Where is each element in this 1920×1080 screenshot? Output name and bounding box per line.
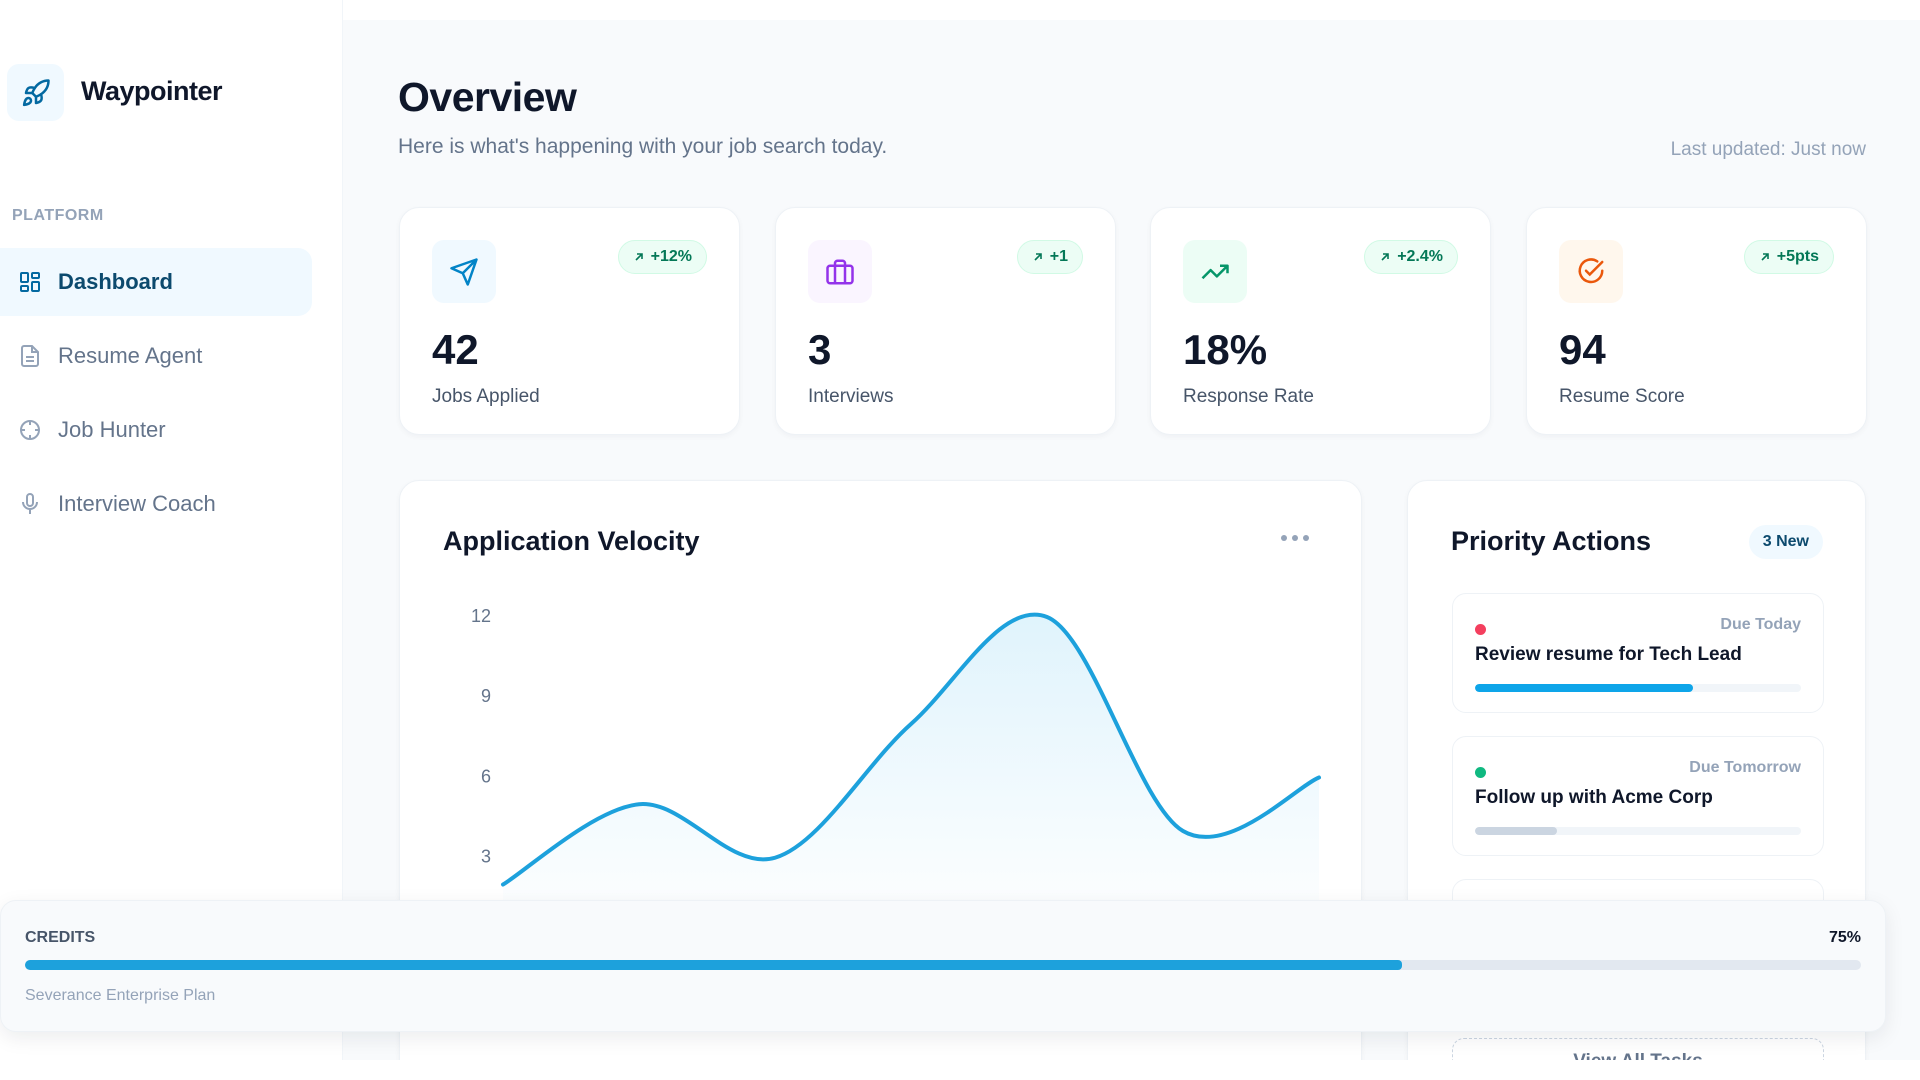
nav-section: PLATFORM [12, 207, 104, 224]
credits-track [25, 960, 1861, 970]
progress-bar [1475, 827, 1557, 835]
stat-card: +12% 42 Jobs Applied [399, 207, 740, 435]
due: Due Today [1720, 616, 1801, 633]
more-button[interactable] [1280, 533, 1310, 543]
nav-label: Resume Agent [58, 343, 203, 368]
stat-icon [1183, 240, 1247, 303]
task: Review resume for Tech Lead [1475, 644, 1742, 665]
credits-label: CREDITS [25, 929, 96, 946]
y-tick-label: 6 [481, 766, 491, 786]
due: Due Tomorrow [1689, 759, 1801, 776]
stat-icon [808, 240, 872, 303]
nav-item[interactable]: Resume Agent [0, 322, 312, 390]
status-dot [1475, 624, 1486, 635]
action-item[interactable]: Due Tomorrow Follow up with Acme Corp [1452, 736, 1824, 856]
area [503, 614, 1319, 938]
stat-value: 18% [1183, 326, 1268, 373]
stat-label: Resume Score [1559, 386, 1685, 407]
stat-value: 94 [1559, 326, 1606, 373]
y-tick-label: 9 [481, 686, 491, 706]
chart-title: Application Velocity [443, 526, 700, 556]
stat-icon [1559, 240, 1623, 303]
last-updated: Last updated: Just now [1670, 139, 1866, 160]
y-tick-label: 3 [481, 847, 491, 867]
progress-track [1475, 684, 1801, 692]
stat-label: Jobs Applied [432, 386, 540, 407]
nav-label: Job Hunter [58, 417, 166, 442]
stat-label: Interviews [808, 386, 894, 407]
new-badge: 3 New [1748, 525, 1823, 559]
progress-track [1475, 827, 1801, 835]
credits-plan: Severance Enterprise Plan [25, 987, 216, 1004]
change: +5pts [1776, 248, 1819, 265]
progress-bar [1475, 684, 1694, 692]
nav-item[interactable]: Job Hunter [0, 396, 312, 464]
credits-panel: CREDITS 75% Severance Enterprise Plan [0, 900, 1886, 1032]
stat-value: 42 [432, 326, 479, 373]
stat-icon [432, 240, 496, 303]
actions-title: Priority Actions [1451, 526, 1652, 556]
page-title: Overview [398, 74, 577, 120]
nav-item[interactable]: Dashboard [0, 248, 312, 316]
nav-label: Interview Coach [58, 491, 216, 516]
change: +12% [650, 248, 692, 265]
nav-label: Dashboard [58, 269, 173, 294]
stat-card: +1 3 Interviews [775, 207, 1116, 435]
sidebar: Waypointer PLATFORM Dashboard Resume Age… [0, 0, 343, 1060]
bottom-edge [0, 1060, 1920, 1080]
change-badge: +12% [617, 240, 707, 274]
stat-label: Response Rate [1183, 386, 1314, 407]
brand: Waypointer [81, 76, 223, 106]
stat-card: +2.4% 18% Response Rate [1150, 207, 1491, 435]
status-dot [1475, 767, 1486, 778]
credits-percent: 75% [1828, 929, 1861, 946]
line-chart: 3 6 9 12 [471, 606, 1321, 938]
change-badge: +2.4% [1364, 240, 1458, 274]
y-tick-label: 12 [471, 606, 491, 626]
change-badge: +1 [1016, 240, 1083, 274]
change: +2.4% [1397, 248, 1443, 265]
stat-value: 3 [808, 326, 832, 373]
line [501, 612, 1321, 887]
logo [7, 64, 64, 121]
change-badge: +5pts [1743, 240, 1834, 274]
action-item[interactable]: Due Today Review resume for Tech Lead [1452, 593, 1824, 713]
task: Follow up with Acme Corp [1475, 787, 1713, 808]
stat-card: +5pts 94 Resume Score [1526, 207, 1867, 435]
nav-item[interactable]: Interview Coach [0, 470, 312, 538]
credits-bar [25, 960, 1402, 970]
change: +1 [1049, 248, 1068, 265]
page-subtitle: Here is what's happening with your job s… [398, 135, 888, 158]
